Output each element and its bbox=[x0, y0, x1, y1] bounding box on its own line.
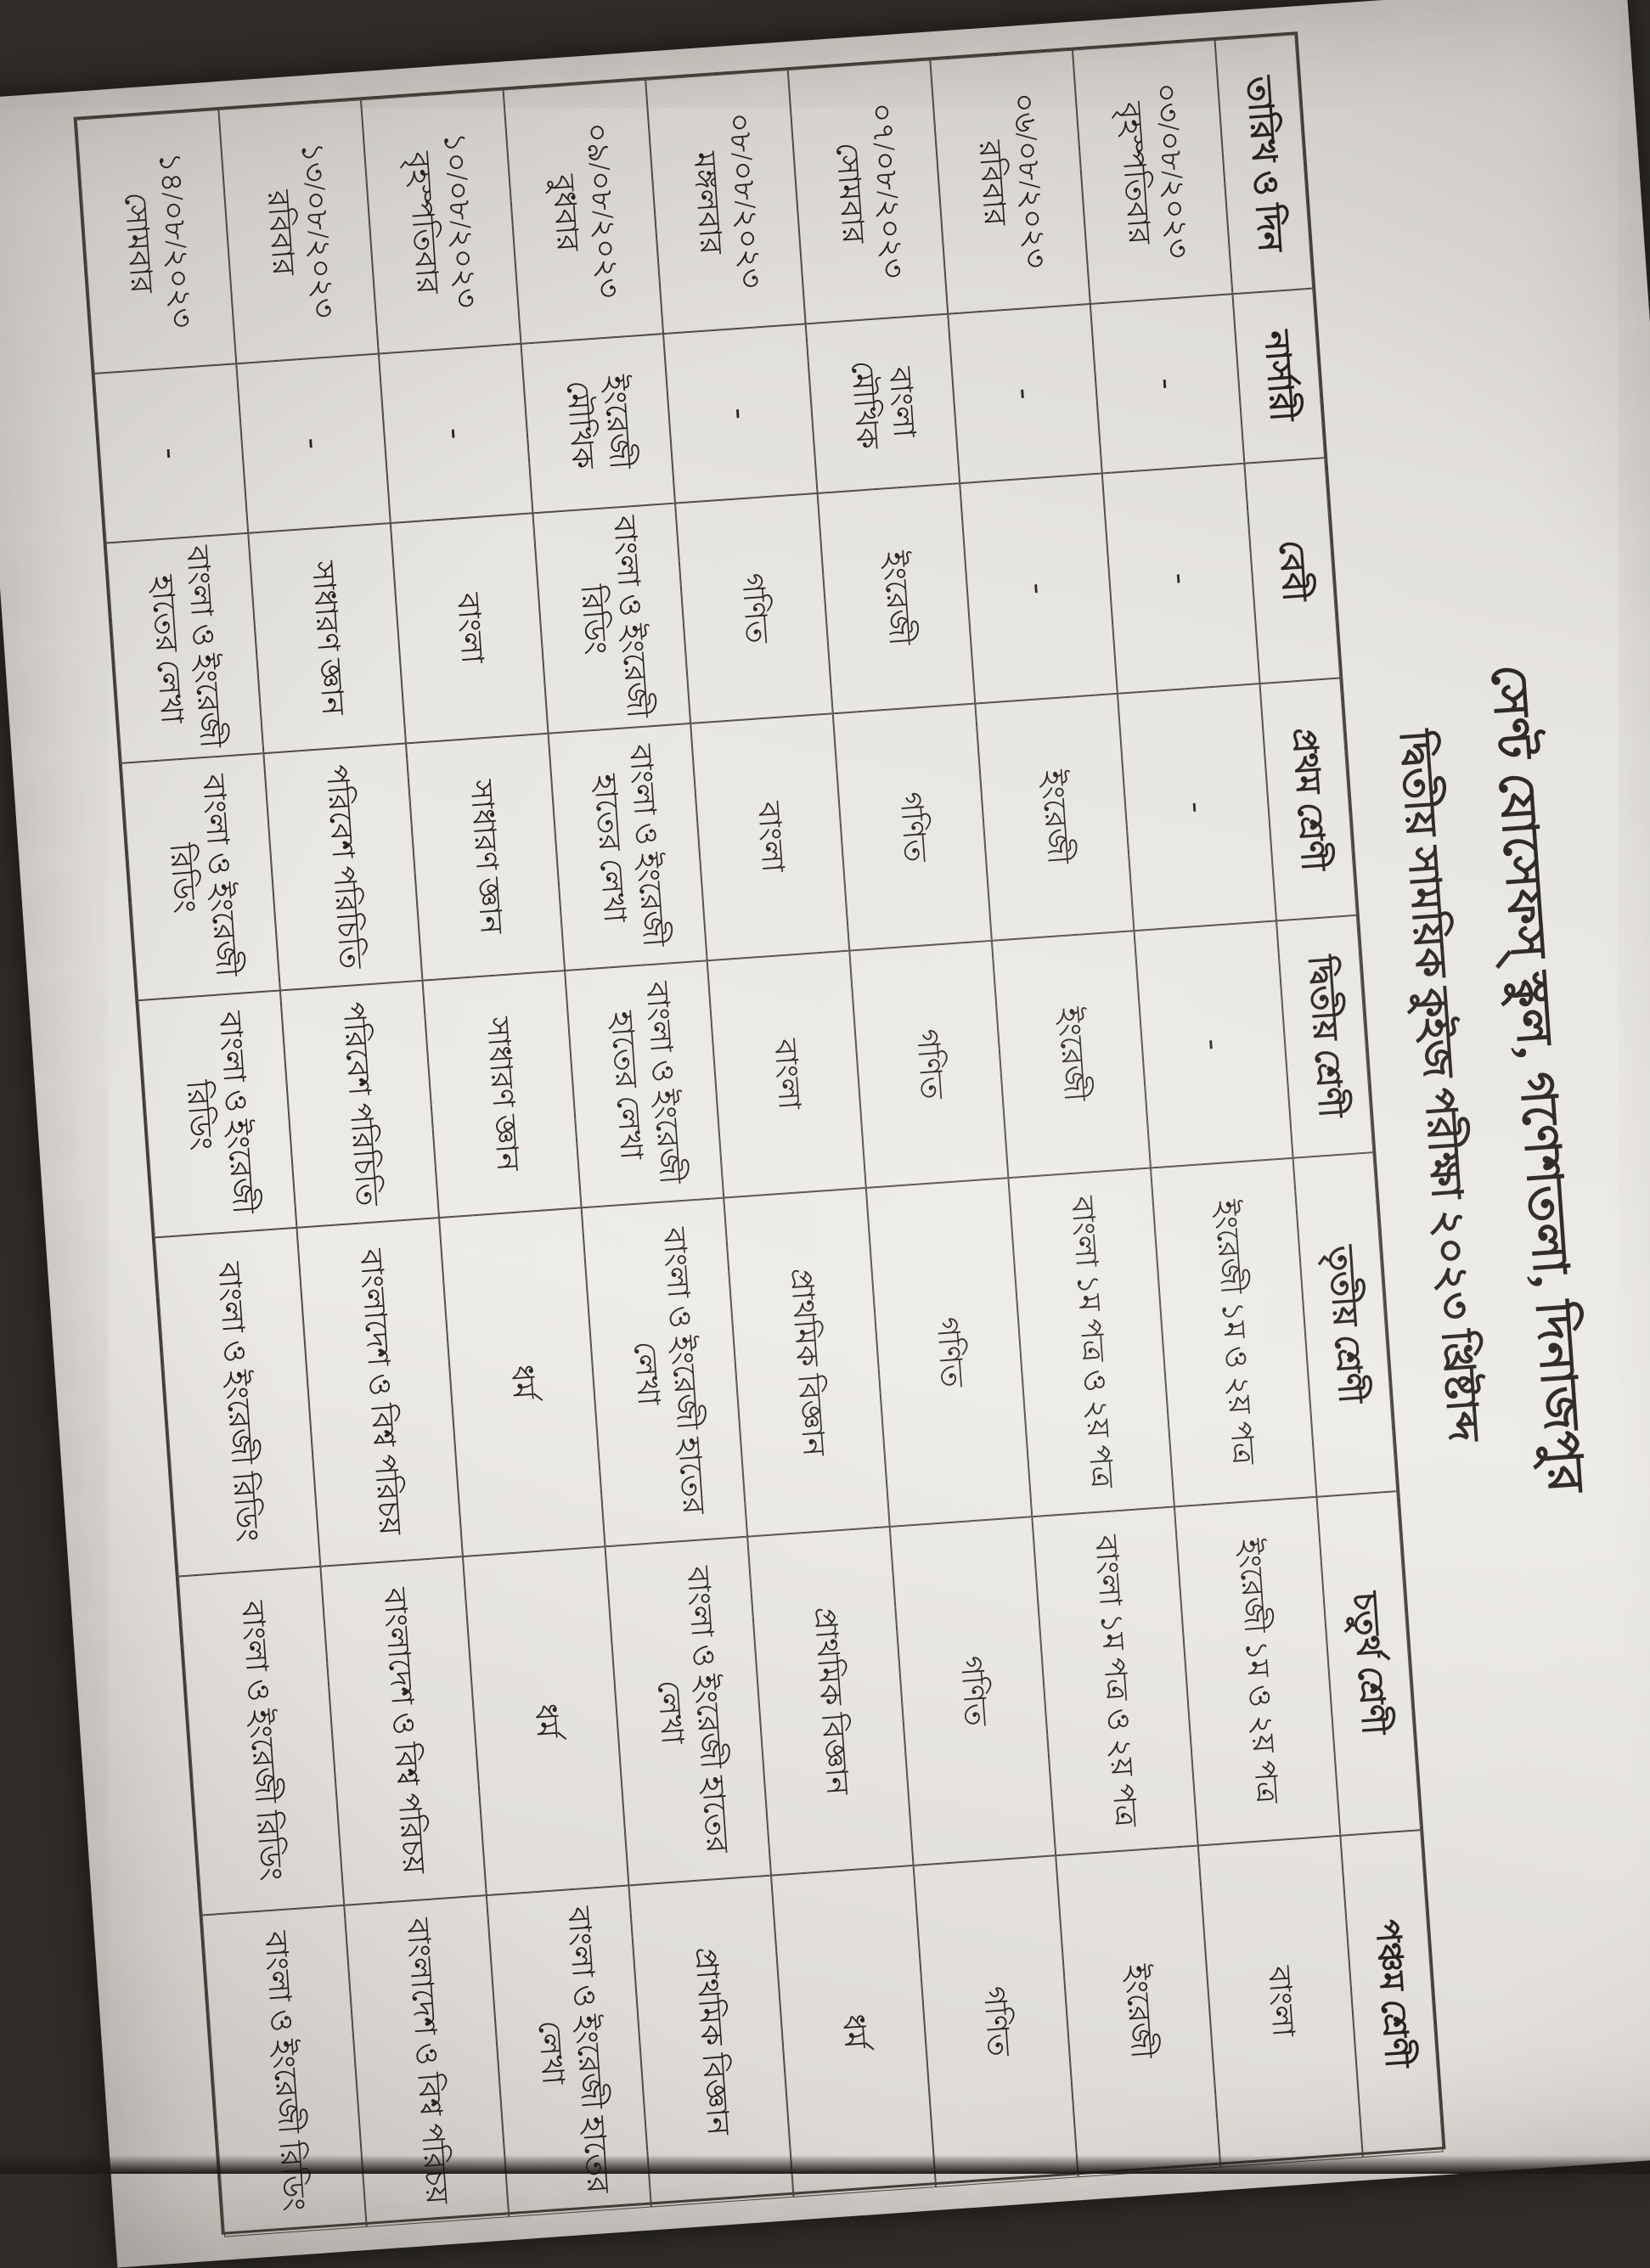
column-header-2: বেবী bbox=[1244, 458, 1341, 684]
subject-cell-r0-c5: ইংরেজী ১ম ও ২য় পত্র bbox=[1174, 1496, 1341, 1846]
subject-cell-r5-c2: সাধারণ জ্ঞান bbox=[405, 733, 566, 981]
date-cell-1: ০৬/০৮/২০২৩ রবিবার bbox=[930, 49, 1090, 314]
subject-cell-r4-c0: ইংরেজী মৌখিক bbox=[521, 334, 676, 514]
subject-cell-r6-c6: বাংলাদেশ ও বিশ্ব পরিচয় bbox=[344, 1895, 510, 2227]
subject-cell-r2-c5: গণিত bbox=[889, 1517, 1056, 1866]
date-cell-0: ০৩/০৮/২০২৩ বৃহস্পতিবার bbox=[1072, 39, 1233, 304]
subject-cell-r6-c4: বাংলাদেশ ও বিশ্ব পরিচয় bbox=[296, 1218, 463, 1567]
subject-cell-r0-c1: - bbox=[1101, 463, 1260, 694]
screenshot-root: { "document": { "kind": "photographed ex… bbox=[0, 0, 1650, 2174]
day-name: মঙ্গলবার bbox=[687, 150, 729, 256]
subject-cell-r0-c2: - bbox=[1117, 684, 1277, 931]
subject-cell-r2-c1: ইংরেজী bbox=[817, 483, 976, 714]
date-value: ০৬/০৮/২০২৩ bbox=[1006, 91, 1053, 270]
subject-cell-r6-c1: সাধারণ জ্ঞান bbox=[248, 523, 406, 754]
subject-cell-r5-c0: - bbox=[378, 343, 533, 524]
subject-cell-r7-c2: বাংলা ও ইংরেজী রিডিং bbox=[121, 753, 280, 1001]
subject-cell-r7-c1: বাংলা ও ইংরেজী হাতের লেখা bbox=[105, 532, 264, 763]
subject-cell-r0-c4: ইংরেজী ১ম ও ২য় পত্র bbox=[1150, 1157, 1317, 1507]
subject-cell-r6-c2: পরিবেশ পরিচিতি bbox=[263, 743, 423, 991]
subject-cell-r1-c6: ইংরেজী bbox=[1056, 1845, 1221, 2178]
subject-cell-r7-c4: বাংলা ও ইংরেজী রিডিং bbox=[154, 1227, 321, 1577]
subject-cell-r3-c3: বাংলা bbox=[707, 950, 866, 1198]
subject-cell-r1-c2: ইংরেজী bbox=[975, 693, 1135, 941]
subject-cell-r1-c3: ইংরেজী bbox=[991, 931, 1151, 1179]
day-name: বুধবার bbox=[545, 173, 585, 253]
subject-cell-r3-c5: প্রাথমিক বিজ্ঞান bbox=[747, 1526, 914, 1876]
date-value: ১৩/০৮/২০২৩ bbox=[295, 141, 341, 319]
subject-cell-r6-c0: - bbox=[236, 353, 391, 533]
column-header-4: দ্বিতীয় শ্রেণী bbox=[1276, 915, 1374, 1158]
subject-cell-r3-c6: ধর্ম bbox=[771, 1865, 937, 2198]
subject-cell-r0-c0: - bbox=[1090, 294, 1245, 474]
subject-cell-r1-c1: - bbox=[960, 473, 1118, 704]
subject-cell-r7-c5: বাংলা ও ইংরেজী রিডিং bbox=[177, 1566, 345, 1916]
photo-bottom-edge bbox=[0, 2155, 1650, 2174]
date-cell-5: ১০/০৮/২০২৩ বৃহস্পতিবার bbox=[360, 89, 521, 354]
date-cell-4: ০৯/০৮/২০২৩ বুধবার bbox=[503, 79, 664, 344]
exam-schedule-table: তারিখ ও দিন নার্সারী বেবী প্রথম শ্রেণী দ্বিত… bbox=[73, 31, 1446, 2237]
subject-cell-r2-c6: গণিত bbox=[913, 1855, 1078, 2188]
subject-cell-r5-c5: ধর্ম bbox=[462, 1546, 629, 1896]
subject-cell-r2-c2: গণিত bbox=[832, 703, 992, 951]
subject-cell-r1-c4: বাংলা ১ম পত্র ও ২য় পত্র bbox=[1008, 1168, 1174, 1517]
subject-cell-r5-c3: সাধারণ জ্ঞান bbox=[422, 971, 582, 1218]
subject-cell-r4-c4: বাংলা ও ইংরেজী হাতের লেখা bbox=[581, 1197, 748, 1547]
subject-cell-r4-c3: বাংলা ও ইংরেজী হাতের লেখা bbox=[565, 960, 724, 1208]
subject-cell-r7-c6: বাংলা ও ইংরেজী রিডিং bbox=[201, 1905, 367, 2237]
column-header-1: নার্সারী bbox=[1232, 288, 1326, 464]
subject-cell-r3-c1: গণিত bbox=[675, 492, 833, 723]
date-value: ০৭/০৮/২০২৩ bbox=[864, 101, 911, 280]
column-header-3: প্রথম শ্রেণী bbox=[1259, 678, 1357, 921]
subject-cell-r5-c1: বাংলা bbox=[390, 513, 549, 744]
subject-cell-r0-c6: বাংলা bbox=[1197, 1835, 1363, 2168]
subject-cell-r1-c0: - bbox=[948, 303, 1102, 484]
subject-cell-r6-c5: বাংলাদেশ ও বিশ্ব পরিচয় bbox=[320, 1556, 487, 1905]
subject-cell-r6-c3: পরিবেশ পরিচিতি bbox=[279, 980, 440, 1228]
date-cell-2: ০৭/০৮/২০২৩ সোমবার bbox=[787, 59, 949, 324]
date-cell-6: ১৩/০৮/২০২৩ রবিবার bbox=[218, 99, 379, 364]
subject-cell-r7-c3: বাংলা ও ইংরেজী রিডিং bbox=[138, 990, 297, 1238]
subject-cell-r2-c0: বাংলা মৌখিক bbox=[805, 313, 960, 493]
subject-cell-r2-c4: গণিত bbox=[865, 1178, 1033, 1527]
subject-cell-r3-c0: - bbox=[663, 324, 818, 504]
date-value: ০৮/০৮/২০২৩ bbox=[722, 111, 769, 290]
subject-cell-r4-c5: বাংলা ও ইংরেজী হাতের লেখা bbox=[605, 1536, 772, 1886]
date-value: ০৯/০৮/২০২৩ bbox=[579, 121, 626, 300]
date-cell-7: ১৪/০৮/২০২৩ সোমবার bbox=[76, 109, 237, 374]
subject-cell-r4-c1: বাংলা ও ইংরেজী রিডিং bbox=[532, 503, 691, 734]
subject-cell-r1-c5: বাংলা ১ম পত্র ও ২য় পত্র bbox=[1032, 1506, 1198, 1856]
subject-cell-r7-c0: - bbox=[93, 363, 249, 543]
day-name: রবিবার bbox=[972, 139, 1013, 228]
subject-cell-r0-c3: - bbox=[1134, 920, 1293, 1168]
subject-cell-r3-c2: বাংলা bbox=[690, 713, 850, 961]
date-cell-3: ০৮/০৮/২০২৩ মঙ্গলবার bbox=[645, 70, 806, 335]
subject-cell-r2-c3: গণিত bbox=[849, 940, 1009, 1188]
subject-cell-r3-c4: প্রাথমিক বিজ্ঞান bbox=[724, 1187, 890, 1537]
day-name: সোমবার bbox=[117, 191, 160, 295]
subject-cell-r4-c2: বাংলা ও ইংরেজী হাতের লেখা bbox=[548, 723, 707, 971]
day-name: রবিবার bbox=[261, 189, 301, 277]
subject-cell-r5-c4: ধর্ম bbox=[439, 1207, 605, 1557]
date-value: ১৪/০৮/২০২৩ bbox=[152, 151, 200, 329]
day-name: সোমবার bbox=[829, 141, 871, 245]
